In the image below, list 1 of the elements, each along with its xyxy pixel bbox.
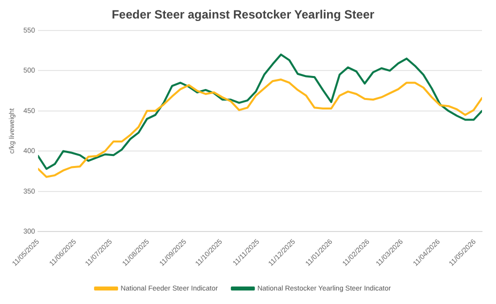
- chart-title: Feeder Steer against Resotcker Yearling Steer: [112, 8, 375, 22]
